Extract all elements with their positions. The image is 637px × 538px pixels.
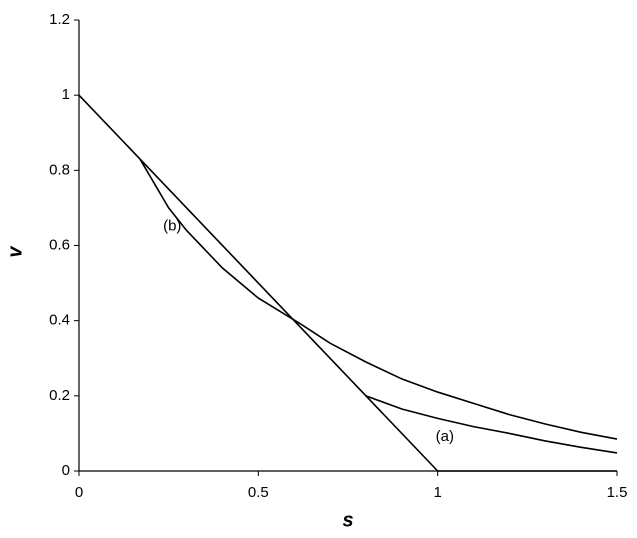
annotation: (b) (163, 218, 181, 235)
y-tick-label: 0.2 (49, 387, 70, 404)
y-tick-label: 1 (62, 86, 70, 103)
curve (139, 158, 618, 440)
x-tick-label: 0.5 (248, 484, 269, 501)
x-tick-label: 1 (433, 484, 441, 501)
x-tick-label: 1.5 (607, 484, 628, 501)
y-tick-label: 0.8 (49, 161, 70, 178)
curve (365, 395, 618, 454)
annotation: (a) (436, 428, 454, 445)
x-tick-label: 0 (75, 484, 83, 501)
x-axis-title: s (342, 509, 353, 531)
y-axis-title: v (4, 245, 26, 258)
y-tick-label: 0.4 (49, 312, 70, 329)
y-tick-label: 0.6 (49, 236, 70, 253)
y-tick-label: 1.2 (49, 11, 70, 28)
curve (78, 94, 617, 472)
y-tick-label: 0 (62, 462, 70, 479)
